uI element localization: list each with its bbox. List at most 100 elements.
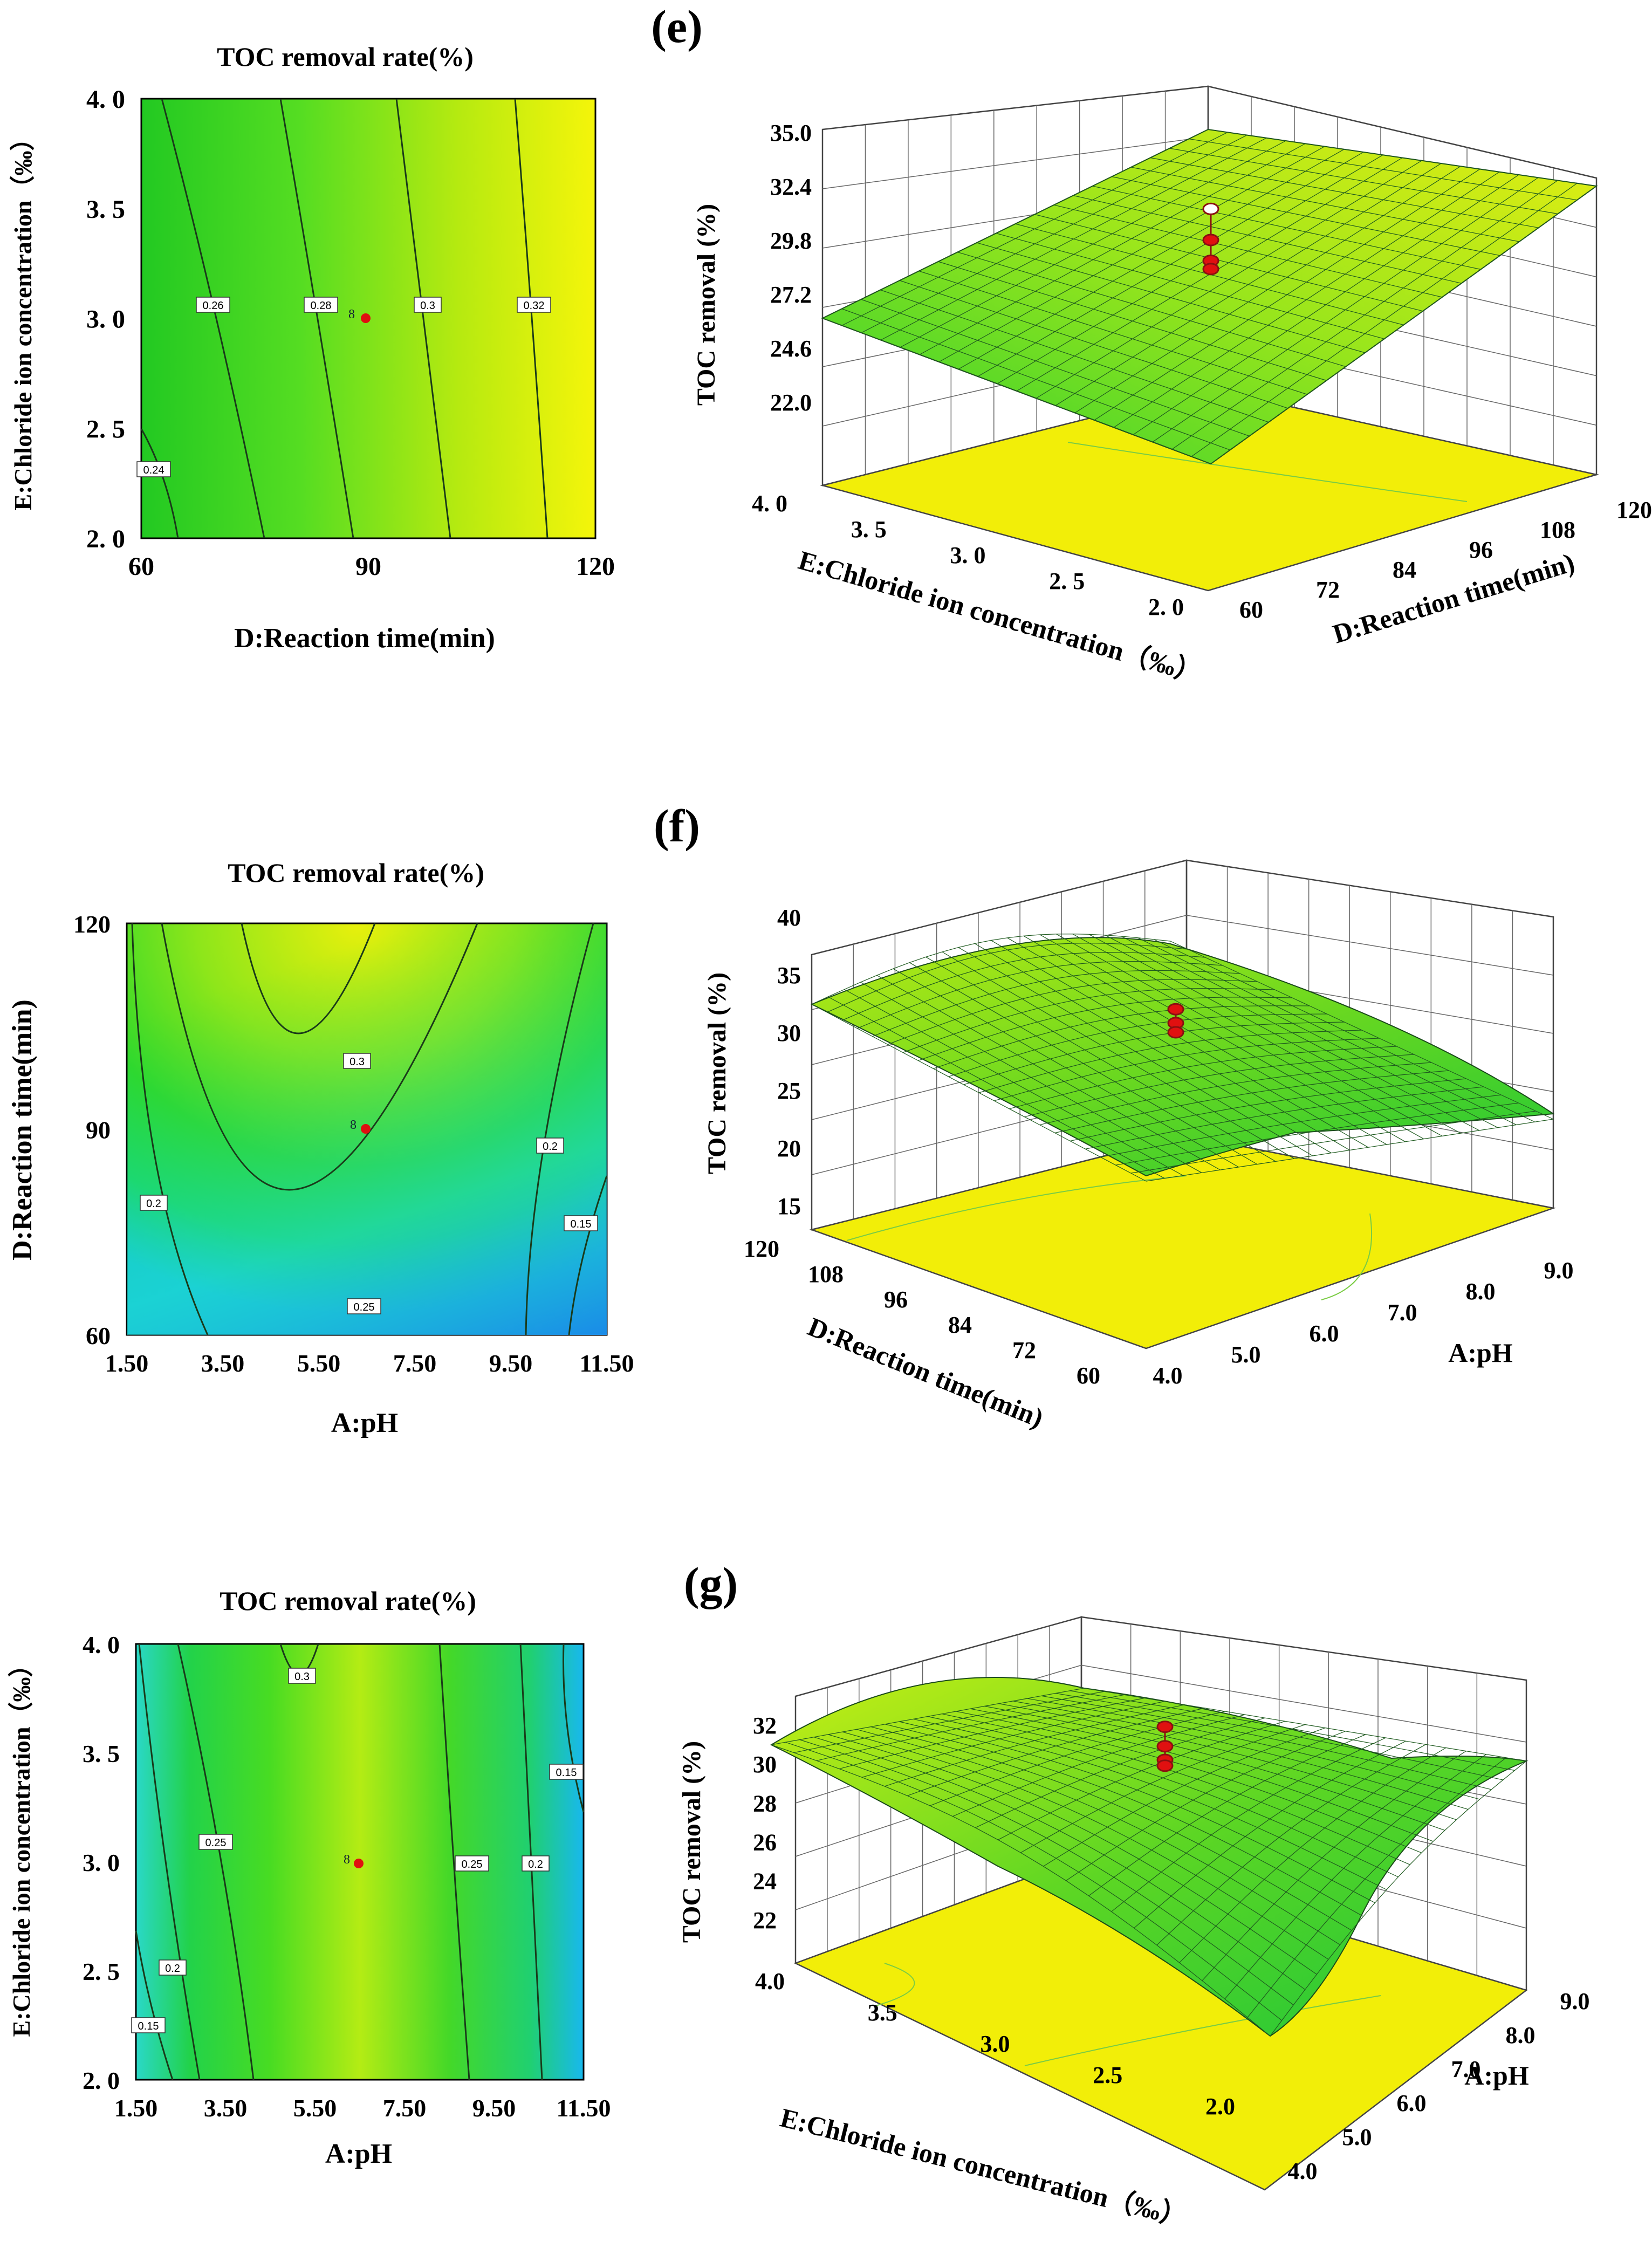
surface-g-design-point: [1156, 1759, 1174, 1772]
contour-g-x-tick-label: 1.50: [114, 2094, 158, 2122]
surface-e-z-tick-label: 32.4: [770, 174, 812, 200]
contour-g-x-tick-label: 5.50: [293, 2094, 337, 2122]
surface-g-mesh-line: [984, 1705, 1445, 1831]
contour-g-contour-label-box: [131, 2017, 166, 2033]
contour-g-line-015-right: [562, 1643, 585, 1813]
contour-f-y-tick-label: 120: [73, 910, 111, 938]
contour-f-contour-label: 0.2: [543, 1141, 558, 1153]
surface-f-mesh-line: [1023, 935, 1387, 1145]
surface-f-panel-label: (f): [654, 800, 700, 852]
contour-g-contour-label-box: [522, 1855, 550, 1872]
surface-panel-g: (g) 22 24 26 28 30 32 4.0 3.5 3.0 2.5 2.0 4.0 5.0 6…: [677, 1558, 1590, 2232]
contour-f-line-015: [568, 1175, 608, 1335]
surface-f-y-tick-label: 7.0: [1388, 1299, 1417, 1326]
surface-g-mesh-line: [1247, 1757, 1507, 2018]
contour-f-x-tick-label: 3.50: [201, 1349, 245, 1377]
surface-g-y-tick-label: 8.0: [1506, 2022, 1536, 2048]
surface-f-z-tick-label: 35: [777, 962, 801, 989]
surface-f-z-tick-label: 15: [777, 1193, 801, 1219]
contour-f-contour-label-box: [343, 1053, 371, 1069]
surface-f-y-tick-label: 8.0: [1466, 1278, 1496, 1305]
surface-g-mesh-line: [1224, 1754, 1486, 1999]
contour-e-contour-label: 0.3: [420, 300, 435, 312]
surface-f-mesh-line: [1054, 1070, 1449, 1134]
contour-g-x-tick-label: 9.50: [472, 2094, 516, 2122]
surface-f-z-tick-label: 40: [777, 904, 801, 931]
surface-f-x-tick-label: 60: [1077, 1362, 1100, 1389]
surface-f-mesh-line: [1088, 934, 1461, 1134]
contour-g-contour-label-box: [159, 1959, 187, 1976]
surface-e-design-point: [1202, 202, 1219, 215]
contour-g-xlabel: A:pH: [325, 2139, 392, 2169]
surface-e-zlabel: TOC removal (%): [692, 204, 721, 406]
contour-g-contour-label-box: [198, 1834, 233, 1850]
surface-f-y-tick-label: 9.0: [1544, 1257, 1574, 1284]
surface-f-mesh-line: [994, 1038, 1380, 1101]
surface-f-mesh-line: [1146, 1119, 1554, 1182]
surface-e-y-tick-label: 72: [1316, 577, 1340, 603]
surface-e-design-point: [1202, 234, 1219, 246]
surface-f-mesh-line: [1024, 1054, 1414, 1118]
contour-e-contour-label-box: [414, 297, 442, 313]
surface-e-mesh-line: [1150, 157, 1539, 228]
surface-e-mesh-line: [1053, 204, 1443, 298]
surface-e-floor: [820, 387, 1599, 592]
contour-e-x-tick-label: 120: [576, 552, 615, 581]
surface-e-mesh-line: [1133, 174, 1519, 435]
surface-e-y-tick-label: 108: [1540, 517, 1575, 543]
surface-e-mesh-line: [1094, 168, 1480, 421]
contour-f-contour-label-box: [140, 1195, 168, 1211]
surface-e-y-axis-label: D:Reaction time(min): [1329, 547, 1578, 649]
surface-g-mesh-line: [1066, 1731, 1346, 1881]
contour-f-contour-label: 0.3: [349, 1056, 365, 1068]
surface-g-y-tick-label: 5.0: [1342, 2124, 1372, 2150]
surface-f-x-tick-label: 96: [884, 1286, 908, 1313]
surface-f-x-tick-label: 84: [948, 1312, 972, 1338]
surface-g-mesh-line: [1020, 1724, 1306, 1853]
surface-e-panel-label: (e): [651, 1, 702, 52]
surface-g-mesh-line: [956, 1711, 1422, 1853]
surface-g-mesh-line: [1270, 1760, 1527, 2037]
surface-e-z-tick-label: 35.0: [770, 120, 812, 146]
surface-g-mesh-line: [1043, 1728, 1326, 1867]
contour-g-contour-label-box: [288, 1668, 316, 1684]
contour-g-line-020-left: [138, 1643, 201, 2080]
surface-e-mesh-line: [1034, 214, 1423, 312]
surface-f-design-point: [1167, 1026, 1184, 1039]
surface-g-x-tick-label: 2.0: [1205, 2093, 1235, 2120]
surface-g-z-tick-label: 30: [753, 1751, 777, 1778]
contour-f-contour-label-box: [536, 1137, 564, 1154]
surface-e-wall-gridline: [822, 136, 1209, 189]
surface-e-z-tick-label: 22.0: [770, 389, 812, 416]
contour-f-y-tick-label: 90: [86, 1116, 111, 1144]
surface-f-mesh-line: [1085, 1086, 1484, 1149]
surface-e-mesh-line: [1073, 195, 1462, 284]
surface-e-z-tick-label: 27.2: [770, 282, 812, 308]
surface-g-mesh-line: [1013, 1701, 1469, 1810]
surface-f-zlabel: TOC removal (%): [703, 972, 731, 1174]
contour-e-contour-label: 0.26: [203, 300, 224, 312]
surface-e-mesh-line: [1169, 148, 1558, 215]
surface-e-mesh-line: [1208, 129, 1597, 187]
surface-e-y-tick-label: 96: [1469, 537, 1493, 563]
contour-g-contour-label: 0.15: [556, 1767, 577, 1779]
surface-f-mesh-line: [1130, 1111, 1536, 1174]
surface-g-y-tick-label: 7.0: [1451, 2056, 1481, 2082]
contour-g-contour-label-box: [455, 1855, 489, 1872]
contour-f-line-030: [241, 923, 376, 1034]
contour-g-y-tick-label: 3. 0: [83, 1849, 120, 1876]
surface-e-design-point: [1202, 263, 1219, 276]
contour-e-x-tick-label: 90: [355, 552, 381, 581]
surface-g-y-tick-label: 6.0: [1397, 2090, 1427, 2116]
contour-e-ylabel: E:Chloride ion concentration（‰）: [9, 126, 37, 511]
surface-f-x-tick-label: 72: [1012, 1337, 1036, 1363]
contour-e-contour-label: 0.24: [143, 464, 164, 476]
contour-g-x-tick-label: 7.50: [383, 2094, 427, 2122]
surface-f-mesh-line: [1039, 1062, 1432, 1126]
contour-g-contour-label: 0.3: [294, 1671, 310, 1683]
surface-g-z-tick-label: 24: [753, 1868, 777, 1895]
contour-f-line-025: [161, 923, 478, 1191]
surface-e-floor-contour: [1067, 442, 1468, 502]
contour-f-contour-label: 0.2: [146, 1198, 161, 1210]
contour-g-line-015-left: [135, 1930, 174, 2080]
